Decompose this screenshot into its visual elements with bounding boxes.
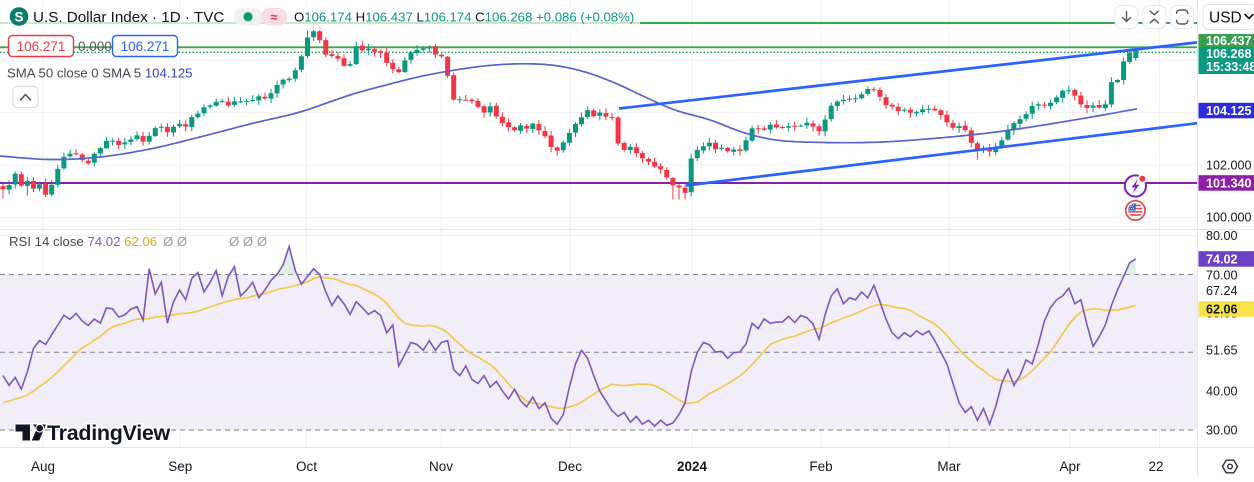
svg-text:≈: ≈ xyxy=(270,10,277,25)
svg-text:22: 22 xyxy=(1148,459,1163,474)
svg-text:101.340: 101.340 xyxy=(1206,176,1252,190)
svg-text:104.125: 104.125 xyxy=(1206,104,1252,118)
svg-text:Nov: Nov xyxy=(429,459,453,474)
svg-text:70.00: 70.00 xyxy=(1206,268,1238,282)
svg-text:TradingView: TradingView xyxy=(47,421,171,445)
svg-text:100.000: 100.000 xyxy=(1206,211,1252,225)
svg-text:106.271: 106.271 xyxy=(121,39,170,54)
svg-text:Feb: Feb xyxy=(809,459,832,474)
svg-text:62.06: 62.06 xyxy=(1206,302,1238,316)
svg-text:106.271: 106.271 xyxy=(17,39,66,54)
svg-text:Apr: Apr xyxy=(1059,459,1081,474)
svg-text:106.437: 106.437 xyxy=(1206,34,1252,48)
svg-text:Dec: Dec xyxy=(558,459,582,474)
svg-text:USD: USD xyxy=(1209,10,1242,27)
svg-text:106.268: 106.268 xyxy=(1206,47,1252,61)
svg-text:30.00: 30.00 xyxy=(1206,423,1238,437)
svg-text:51.65: 51.65 xyxy=(1206,343,1238,357)
svg-text:Ø Ø: Ø Ø xyxy=(163,234,187,249)
svg-text:102.000: 102.000 xyxy=(1206,158,1252,172)
svg-text:80.00: 80.00 xyxy=(1206,229,1238,243)
svg-text:S: S xyxy=(14,9,23,24)
svg-text:Ø Ø Ø: Ø Ø Ø xyxy=(229,234,267,249)
svg-text:67.24: 67.24 xyxy=(1206,284,1238,298)
svg-text:SMA 50 close 0 SMA 5 104.125: SMA 50 close 0 SMA 5 104.125 xyxy=(7,66,192,81)
svg-text:Oct: Oct xyxy=(296,459,317,474)
svg-text:O106.174 H106.437 L106.174 C10: O106.174 H106.437 L106.174 C106.268 +0.0… xyxy=(294,10,634,25)
svg-text:74.02: 74.02 xyxy=(1206,252,1238,266)
svg-text:Sep: Sep xyxy=(168,459,192,474)
svg-text:40.00: 40.00 xyxy=(1206,384,1238,398)
svg-text:Mar: Mar xyxy=(937,459,961,474)
svg-text:0.000: 0.000 xyxy=(78,39,112,54)
svg-text:2024: 2024 xyxy=(677,459,708,474)
svg-text:U.S. Dollar Index · 1D · TVC: U.S. Dollar Index · 1D · TVC xyxy=(33,9,224,26)
svg-text:15:33:48: 15:33:48 xyxy=(1206,60,1254,74)
svg-text:Aug: Aug xyxy=(31,459,55,474)
svg-text:RSI 14 close 74.02 62.06: RSI 14 close 74.02 62.06 xyxy=(9,234,157,249)
